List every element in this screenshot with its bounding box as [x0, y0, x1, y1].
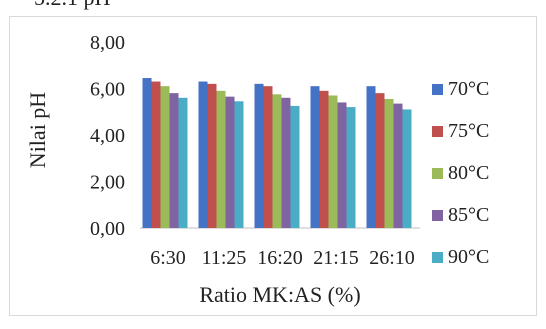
bar	[366, 86, 376, 228]
x-axis-title: Ratio MK:AS (%)	[199, 282, 360, 307]
section-heading: 5.2.1 pH	[34, 0, 110, 11]
y-tick-label: 0,00	[90, 218, 125, 240]
legend-swatch	[432, 84, 443, 95]
x-tick-labels: 6:30 11:25 16:20 21:15 26:10	[150, 247, 415, 269]
x-tick-label: 16:20	[257, 247, 303, 269]
bar	[216, 90, 226, 228]
bar	[319, 90, 329, 228]
legend-label: 75°C	[448, 120, 489, 142]
y-axis-title: Nilai pH	[25, 92, 50, 168]
legend-swatch	[432, 252, 443, 263]
x-tick-label: 26:10	[369, 247, 415, 269]
bar	[375, 93, 385, 229]
x-tick-label: 11:25	[202, 247, 247, 269]
y-tick-label: 8,00	[90, 32, 125, 54]
legend-swatch	[432, 210, 443, 221]
bar	[402, 109, 412, 228]
bar	[178, 97, 188, 228]
legend-label: 80°C	[448, 162, 489, 184]
x-tick-label: 6:30	[150, 247, 186, 269]
bar	[151, 81, 161, 229]
bar	[328, 95, 338, 228]
legend: 70°C 75°C 80°C 85°C 90°C	[432, 78, 489, 268]
bar	[384, 98, 394, 229]
x-tick-label: 21:15	[313, 247, 359, 269]
legend-label: 90°C	[448, 246, 489, 268]
bar	[160, 86, 170, 228]
bar	[169, 93, 179, 229]
bar	[337, 102, 347, 228]
bar	[234, 101, 244, 228]
y-tick-labels: 0,00 2,00 4,00 6,00 8,00	[90, 32, 125, 240]
bar	[346, 107, 356, 228]
bar	[198, 81, 208, 229]
legend-swatch	[432, 126, 443, 137]
bars	[142, 78, 412, 229]
y-axis-title-group: Nilai pH	[25, 92, 50, 168]
bar	[272, 94, 282, 228]
y-tick-label: 2,00	[90, 172, 125, 194]
bar	[290, 105, 300, 228]
bar	[310, 86, 320, 228]
legend-label: 85°C	[448, 204, 489, 226]
bar	[263, 86, 273, 228]
bar	[393, 103, 403, 228]
legend-label: 70°C	[448, 78, 489, 100]
bar	[142, 78, 152, 228]
y-tick-label: 4,00	[90, 125, 125, 147]
bar	[254, 83, 264, 228]
legend-swatch	[432, 168, 443, 179]
bar	[281, 97, 291, 228]
bar	[207, 83, 217, 228]
y-tick-label: 6,00	[90, 79, 125, 101]
bar	[225, 96, 235, 228]
